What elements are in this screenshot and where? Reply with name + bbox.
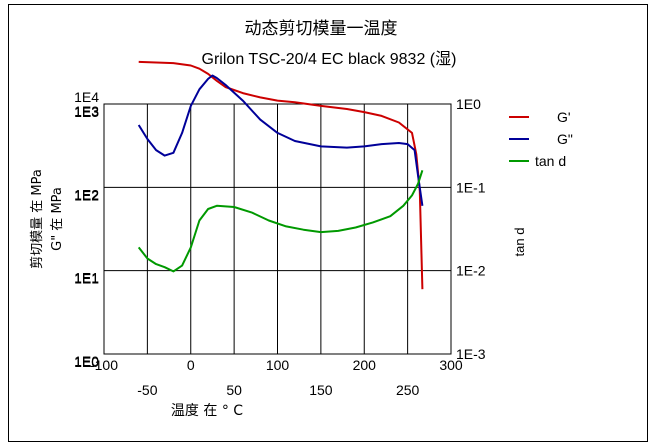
y-axis-label-inner: G" 在 MPa (50, 187, 65, 251)
y-tick-label-right: 1E-3 (456, 346, 486, 362)
x-tick-label: 300 (439, 357, 463, 373)
x-tick-label: -50 (137, 382, 157, 398)
y-tick-label-outer: 1E2 (74, 186, 99, 202)
x-tick-label: -100 (90, 357, 118, 373)
series-line (138, 60, 424, 290)
x-tick-label: 150 (309, 382, 333, 398)
legend-label: G' (557, 109, 571, 125)
y-tick-label-inner: 1E1 (74, 271, 99, 287)
y-tick-label-outer: 1E3 (74, 103, 99, 119)
y-tick-label-outer: 1E4 (74, 89, 99, 105)
legend-label: tan d (535, 153, 566, 169)
legend: G' G" tan d (509, 109, 573, 169)
x-tick-label: 250 (396, 382, 420, 398)
y-tick-label-inner: 1E0 (74, 354, 99, 370)
x-axis-label: 温度 在 ° C (171, 403, 243, 419)
chart-subtitle: Grilon TSC-20/4 EC black 9832 (湿) (202, 50, 457, 68)
series-line (137, 169, 424, 273)
series-lines (137, 60, 424, 290)
grid-lines (104, 104, 451, 354)
legend-label: G" (557, 131, 573, 147)
x-tick-label: 0 (187, 357, 195, 373)
y-tick-label-outer: 1E0 (74, 353, 99, 369)
plot-area (103, 103, 452, 355)
chart-title: 动态剪切模量一温度 (245, 19, 398, 39)
x-tick-label: 200 (353, 357, 377, 373)
series-line (137, 74, 424, 206)
x-tick-label: 100 (266, 357, 290, 373)
y-tick-label-right: 1E-1 (456, 179, 486, 195)
y-axis-label-right: tan d (512, 228, 527, 257)
y-tick-label-right: 1E-2 (456, 263, 486, 279)
y-tick-label-inner: 1E3 (74, 104, 99, 120)
chart-svg: 动态剪切模量一温度 Grilon TSC-20/4 EC black 9832 … (29, 19, 573, 419)
y-tick-label-right: 1E0 (456, 96, 481, 112)
chart-frame: 动态剪切模量一温度 Grilon TSC-20/4 EC black 9832 … (8, 4, 648, 442)
x-tick-label: 50 (226, 382, 242, 398)
y-axis-label-outer: 剪切模量 在 MPa (29, 169, 45, 269)
y-tick-label-inner: 1E2 (74, 187, 99, 203)
y-tick-label-outer: 1E1 (74, 270, 99, 286)
